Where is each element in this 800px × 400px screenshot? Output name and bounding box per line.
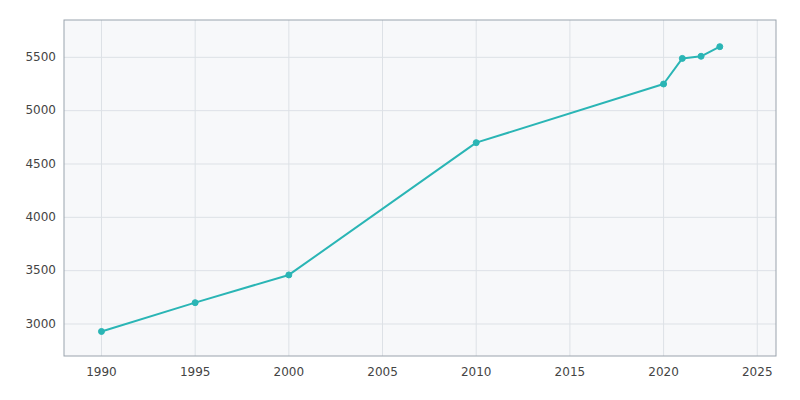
y-tick-label: 3500 — [25, 263, 56, 277]
grid-line-y — [64, 57, 776, 58]
x-tick-label: 1995 — [180, 365, 211, 379]
series — [98, 44, 722, 335]
x-tick-label: 2015 — [555, 365, 586, 379]
grid-line-y — [64, 324, 776, 325]
point — [473, 140, 479, 146]
grid-line-x — [288, 20, 289, 356]
grid-line-x — [101, 20, 102, 356]
x-tick-label: 2005 — [367, 365, 398, 379]
point — [679, 55, 685, 61]
y-tick-label: 5500 — [25, 50, 56, 64]
x-tick-label: 2020 — [648, 365, 679, 379]
grid-line-x — [476, 20, 477, 356]
point — [661, 81, 667, 87]
point — [98, 328, 104, 334]
grid-line-y — [64, 217, 776, 218]
point — [286, 272, 292, 278]
y-tick-label: 5000 — [25, 103, 56, 117]
plot-frame — [64, 20, 776, 356]
y-tick-label: 3000 — [25, 317, 56, 331]
chart-container: 3000 3500 4000 4500 5000 5500 1990 1995 2000 2005… — [0, 0, 800, 400]
line — [101, 47, 719, 332]
chart: 3000 3500 4000 4500 5000 5500 1990 1995 2000 2005… — [0, 0, 800, 400]
grid-line-y — [64, 164, 776, 165]
y-tick-label: 4000 — [25, 210, 56, 224]
grid-line-x — [569, 20, 570, 356]
grid-line-y — [64, 270, 776, 271]
x-tick-label: 2010 — [461, 365, 492, 379]
x-tick-label: 2000 — [274, 365, 305, 379]
grid-line-y — [64, 110, 776, 111]
grid — [64, 20, 776, 356]
tick-labels: 3000 3500 4000 4500 5000 5500 1990 1995 2000 2005… — [25, 50, 772, 379]
point — [717, 44, 723, 50]
plot-background — [64, 20, 776, 356]
grid-line-x — [382, 20, 383, 356]
y-tick-label: 4500 — [25, 157, 56, 171]
point — [698, 53, 704, 59]
x-tick-label: 2025 — [742, 365, 773, 379]
grid-line-x — [663, 20, 664, 356]
x-tick-label: 1990 — [86, 365, 117, 379]
grid-line-x — [757, 20, 758, 356]
point — [192, 300, 198, 306]
